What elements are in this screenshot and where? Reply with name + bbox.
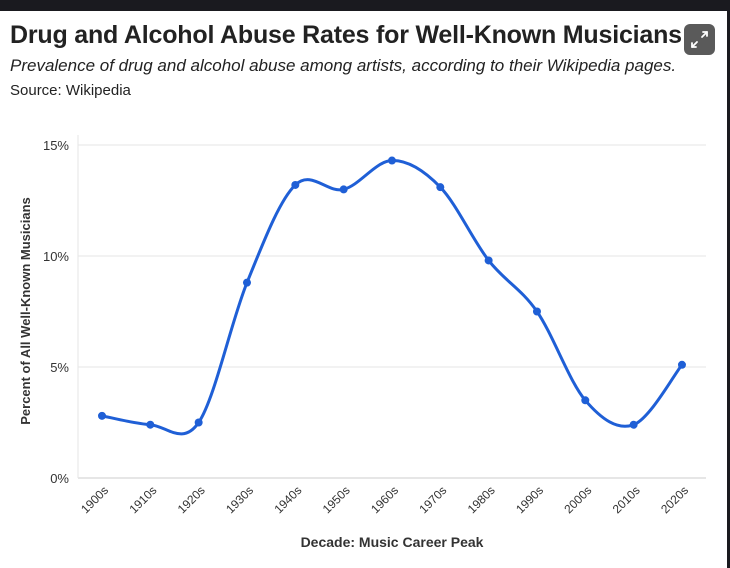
x-tick-label: 2000s (561, 483, 594, 516)
x-tick-label: 1940s (271, 483, 304, 516)
data-point-2000s (581, 396, 590, 405)
y-tick-label: 10% (43, 249, 69, 264)
x-tick-label: 1920s (175, 483, 208, 516)
series-line (100, 159, 684, 436)
chart-source: Source: Wikipedia (10, 82, 131, 99)
x-tick-label: 1960s (368, 483, 401, 516)
x-tick-label: 2010s (610, 483, 643, 516)
data-point-2020s (677, 360, 686, 369)
chart-title: Drug and Alcohol Abuse Rates for Well-Kn… (10, 21, 682, 49)
x-tick-label: 1950s (320, 483, 353, 516)
data-point-1950s (339, 185, 348, 194)
x-tick-label: 1990s (513, 483, 546, 516)
x-tick-label: 1910s (126, 483, 159, 516)
x-tick-label: 1930s (223, 483, 256, 516)
x-tick-label: 1900s (78, 483, 111, 516)
data-point-1910s (146, 420, 155, 429)
line-chart: 0% 5% 10% 15% 1900s 1910s 1920s 1930s 1940s 1950s… (18, 135, 706, 550)
x-tick-label: 2020s (658, 483, 691, 516)
x-tick-label: 1980s (465, 483, 498, 516)
y-axis-label: Percent of All Well-Known Musicians (18, 197, 33, 425)
expand-icon (691, 31, 708, 48)
chart-subtitle: Prevalence of drug and alcohol abuse amo… (10, 56, 677, 75)
y-tick-label: 15% (43, 138, 69, 153)
chart-card: Drug and Alcohol Abuse Rates for Well-Kn… (0, 11, 727, 568)
data-point-1930s (242, 278, 251, 287)
x-axis-label: Decade: Music Career Peak (301, 534, 484, 550)
data-point-1980s (484, 256, 493, 265)
x-tick-label: 1970s (416, 483, 449, 516)
data-point-1940s (291, 180, 300, 189)
expand-button[interactable] (684, 24, 715, 55)
y-tick-label: 0% (50, 471, 69, 486)
data-point-1900s (98, 411, 106, 420)
data-point-1960s (387, 156, 396, 165)
data-point-2010s (629, 420, 638, 429)
y-tick-label: 5% (50, 360, 69, 375)
data-point-1970s (436, 183, 445, 192)
data-point-1990s (532, 307, 541, 316)
data-point-1920s (194, 418, 203, 427)
